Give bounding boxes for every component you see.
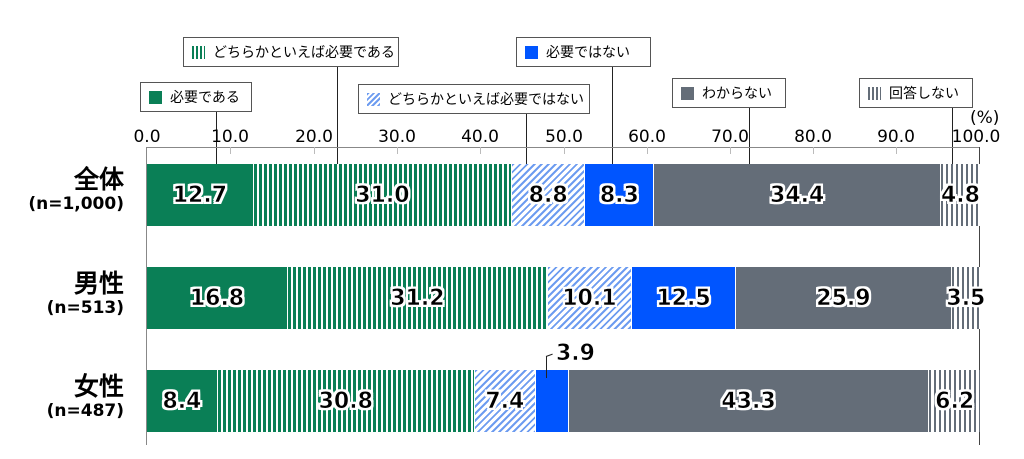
- segment-dont-know: 25.9: [735, 267, 951, 329]
- sample-size: (n=487): [46, 400, 124, 421]
- x-tick-label: 20.0: [295, 127, 333, 147]
- value-label: 16.8: [189, 285, 245, 311]
- value-label-external: 3.9: [556, 341, 596, 367]
- value-label: 12.7: [172, 182, 228, 208]
- unit-label: (%): [970, 108, 1000, 128]
- legend-item-dont-know: わからない: [672, 78, 786, 108]
- segment-somewhat-necessary: 31.2: [286, 267, 547, 329]
- bar-male: 16.8 31.2 10.1 12.5 25.9 3.5: [147, 267, 986, 329]
- leader-tick: [545, 353, 553, 357]
- value-label: 8.3: [599, 182, 640, 208]
- value-label: 25.9: [816, 285, 871, 311]
- leader-line: [612, 67, 613, 176]
- row-label-female: 女性 (n=487): [0, 372, 124, 421]
- leader-line: [749, 108, 750, 176]
- value-label: 12.5: [656, 285, 711, 311]
- x-tick-label: 60.0: [628, 127, 666, 147]
- category-label: 全体: [73, 165, 124, 194]
- segment-somewhat-necessary: 30.8: [216, 370, 474, 432]
- x-tick: [896, 147, 897, 154]
- solid-green-swatch-icon: [149, 90, 162, 104]
- value-label: 3.5: [946, 285, 986, 311]
- category-label: 女性: [73, 372, 124, 401]
- legend-label: 必要である: [170, 90, 240, 106]
- x-tick-label: 70.0: [711, 127, 749, 147]
- bar-total: 12.7 31.0 8.8 8.3 34.4 4.8: [147, 164, 980, 226]
- row-label-total: 全体 (n=1,000): [0, 165, 124, 214]
- legend-item-somewhat-unnecessary: どちらかといえば必要ではない: [358, 84, 590, 114]
- leader-line: [216, 112, 217, 176]
- legend-label: 必要ではない: [546, 45, 630, 61]
- legend-label: わからない: [702, 86, 772, 102]
- diag-blue-swatch-icon: [367, 92, 380, 106]
- segment-unnecessary: [535, 370, 568, 432]
- x-tick: [397, 147, 398, 154]
- segment-unnecessary: 8.3: [584, 164, 654, 226]
- segment-no-answer: 3.5: [946, 267, 986, 329]
- legend-item-unnecessary: 必要ではない: [516, 37, 651, 67]
- segment-necessary: 16.8: [147, 267, 287, 329]
- legend-item-somewhat-necessary: どちらかといえば必要である: [183, 37, 399, 67]
- x-tick-label: 10.0: [211, 127, 249, 147]
- value-label: 8.8: [528, 182, 568, 208]
- y-axis-line: [146, 147, 147, 445]
- x-tick-label: 50.0: [545, 127, 583, 147]
- x-tick-label: 40.0: [461, 127, 499, 147]
- legend-label: どちらかといえば必要である: [213, 45, 395, 61]
- solid-blue-swatch-icon: [525, 45, 538, 59]
- vstripe-green-swatch-icon: [192, 45, 205, 59]
- bar-female: 8.4 30.8 7.4 43.3 6.2: [147, 370, 980, 432]
- x-tick: [564, 147, 565, 154]
- segment-dont-know: 34.4: [653, 164, 940, 226]
- x-tick-label: 80.0: [794, 127, 832, 147]
- sample-size: (n=1,000): [28, 193, 124, 214]
- segment-necessary: 12.7: [147, 164, 253, 226]
- value-label: 34.4: [770, 182, 825, 208]
- segment-necessary: 8.4: [147, 370, 217, 432]
- x-tick: [480, 147, 481, 154]
- segment-somewhat-unnecessary: 10.1: [546, 267, 631, 329]
- leader-line: [546, 356, 547, 378]
- x-tick: [230, 147, 231, 154]
- legend-item-no-answer: 回答しない: [859, 78, 973, 108]
- x-tick-label: 100.0: [951, 127, 1001, 147]
- value-label: 7.4: [485, 388, 525, 414]
- segment-somewhat-unnecessary: 7.4: [473, 370, 536, 432]
- row-label-male: 男性 (n=513): [0, 269, 124, 318]
- x-axis-line: [146, 147, 980, 148]
- segment-no-answer: 6.2: [928, 370, 980, 432]
- value-label: 4.8: [940, 182, 981, 208]
- value-label: 10.1: [562, 285, 617, 311]
- x-tick: [730, 147, 731, 154]
- legend-label: 回答しない: [889, 86, 959, 102]
- x-tick: [314, 147, 315, 154]
- segment-no-answer: 4.8: [939, 164, 981, 226]
- value-label: 6.2: [935, 388, 975, 414]
- sample-size: (n=513): [46, 297, 124, 318]
- value-label: 30.8: [318, 388, 373, 414]
- x-tick: [647, 147, 648, 154]
- x-tick-label: 0.0: [133, 127, 161, 147]
- x-tick: [813, 147, 814, 154]
- value-label: 31.2: [390, 285, 445, 311]
- x-tick-label: 30.0: [378, 127, 416, 147]
- segment-dont-know: 43.3: [567, 370, 929, 432]
- leader-line: [526, 114, 527, 176]
- segment-unnecessary: 12.5: [630, 267, 736, 329]
- segment-somewhat-unnecessary: 8.8: [511, 164, 585, 226]
- leader-line: [952, 108, 953, 176]
- category-label: 男性: [73, 269, 124, 298]
- leader-line: [337, 67, 338, 176]
- legend-item-necessary: 必要である: [140, 82, 252, 112]
- legend-label: どちらかといえば必要ではない: [388, 92, 584, 108]
- x-tick-label: 90.0: [877, 127, 915, 147]
- vstripe-gray-swatch-icon: [868, 86, 881, 100]
- segment-somewhat-necessary: 31.0: [252, 164, 511, 226]
- solid-gray-swatch-icon: [681, 86, 694, 100]
- value-label: 8.4: [162, 388, 202, 414]
- value-label: 31.0: [355, 182, 410, 208]
- value-label: 43.3: [721, 388, 776, 414]
